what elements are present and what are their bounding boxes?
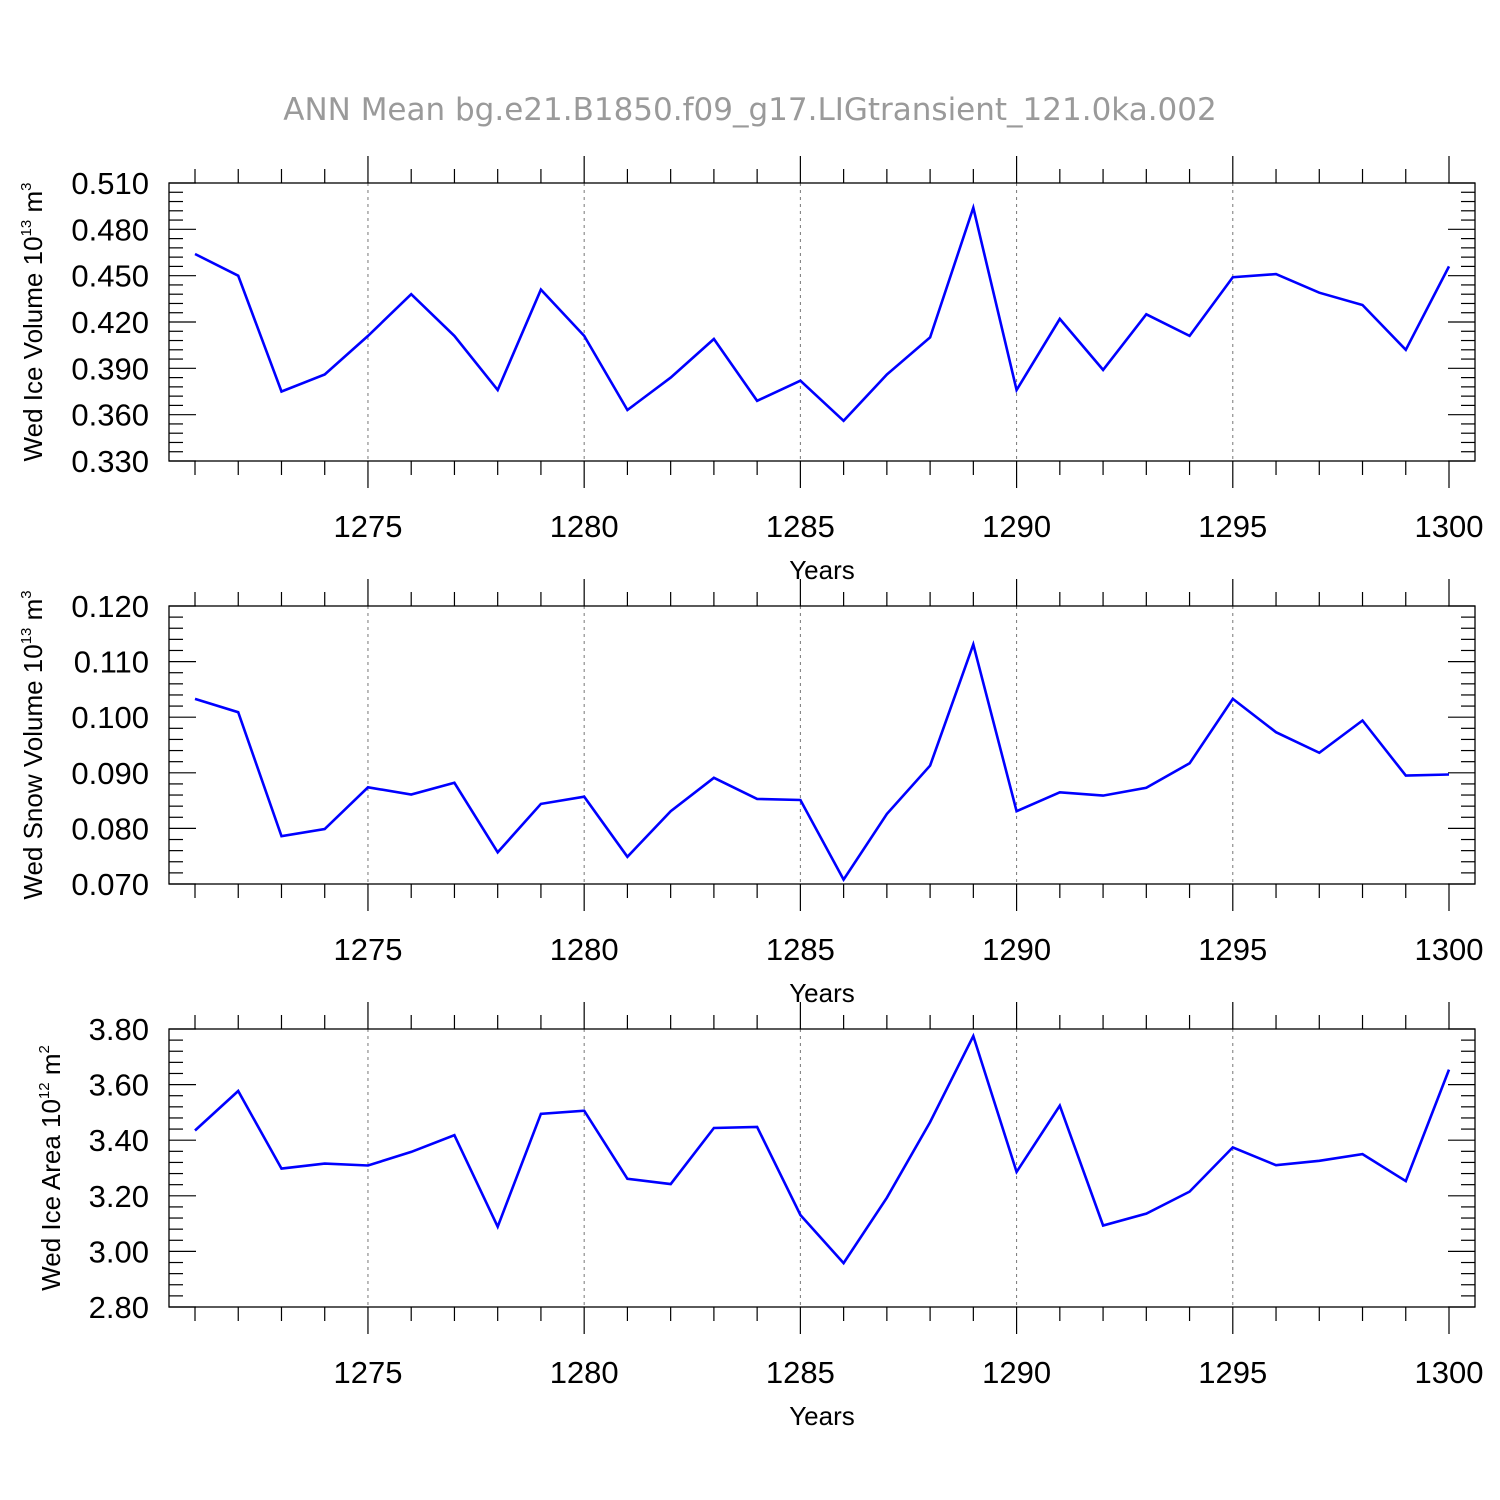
x-tick-label: 1285 (766, 932, 835, 967)
x-tick-label: 1300 (1415, 509, 1484, 544)
series-line-1 (194, 1032, 1451, 1266)
y-axis-label-superscript: 3 (18, 183, 35, 191)
y-tick-label: 3.00 (89, 1234, 149, 1269)
y-axis-label: Wed Ice Volume 1013 m3 (18, 183, 48, 462)
x-tick-label: 1280 (550, 1355, 619, 1390)
y-tick-label: 0.420 (71, 305, 149, 340)
panels: 0.330 0.360 0.390 0.420 0.450 0.480 0.510 1275 1… (18, 156, 1483, 1431)
x-tick-label: 1285 (766, 509, 835, 544)
y-tick-label: 0.450 (71, 259, 149, 294)
x-tick-label: 1275 (333, 932, 402, 967)
x-tick-label: 1285 (766, 1355, 835, 1390)
panel-3: 2.80 3.00 3.20 3.40 3.60 3.80 1275 1280 1285 1290… (36, 1002, 1483, 1431)
x-tick-label: 1295 (1198, 509, 1267, 544)
y-axis-label: Wed Ice Area 1012 m2 (36, 1045, 66, 1291)
plot-frame (168, 182, 1476, 462)
panel-2: 0.070 0.080 0.090 0.100 0.110 0.120 1275 1280 12… (18, 579, 1483, 1008)
plot-frame (168, 1028, 1476, 1308)
y-tick-label: 0.110 (74, 645, 149, 680)
x-axis-label: Years (789, 1401, 855, 1431)
y-tick-label: 0.360 (71, 398, 149, 433)
x-tick-label: 1275 (333, 1355, 402, 1390)
y-tick-label: 0.080 (71, 811, 149, 846)
y-axis-label-text: m (36, 1054, 66, 1083)
y-axis-label: Wed Snow Volume 1013 m3 (18, 590, 48, 899)
y-tick-label: 0.330 (71, 444, 149, 479)
y-tick-label: 0.480 (71, 212, 149, 247)
y-tick-label: 0.390 (71, 351, 149, 386)
x-tick-label: 1295 (1198, 932, 1267, 967)
plot-frame (168, 605, 1476, 885)
x-tick-label: 1300 (1415, 932, 1484, 967)
series-line-1 (194, 639, 1450, 883)
y-tick-label: 0.510 (71, 166, 149, 201)
y-axis-label-superscript: 13 (18, 220, 35, 237)
y-tick-label: 0.100 (71, 700, 149, 735)
y-axis-label-superscript: 2 (36, 1045, 53, 1053)
x-tick-label: 1290 (982, 1355, 1051, 1390)
y-tick-label: 3.60 (89, 1068, 149, 1103)
y-tick-label: 0.120 (71, 589, 149, 624)
y-tick-label: 3.80 (89, 1012, 149, 1047)
x-axis-label: Years (789, 555, 855, 585)
y-tick-label: 0.090 (71, 756, 149, 791)
series-line-1 (194, 202, 1451, 423)
y-tick-label: 3.40 (89, 1123, 149, 1158)
x-axis-label: Years (789, 978, 855, 1008)
x-tick-label: 1280 (550, 509, 619, 544)
y-axis-label-superscript: 13 (18, 628, 35, 645)
x-tick-label: 1300 (1415, 1355, 1484, 1390)
x-tick-label: 1290 (982, 509, 1051, 544)
panel-1: 0.330 0.360 0.390 0.420 0.450 0.480 0.510 1275 1… (18, 156, 1483, 585)
y-axis-label-text: m (18, 191, 48, 220)
y-axis-label-text: Wed Ice Volume 10 (18, 236, 48, 461)
x-tick-label: 1295 (1198, 1355, 1267, 1390)
y-axis-label-superscript: 3 (18, 590, 35, 598)
figure-title: ANN Mean bg.e21.B1850.f09_g17.LIGtransie… (283, 92, 1216, 128)
y-axis-label-superscript: 12 (36, 1082, 53, 1099)
y-axis-label-text: m (18, 599, 48, 628)
y-tick-label: 0.070 (71, 867, 149, 902)
y-tick-label: 2.80 (89, 1290, 149, 1325)
x-tick-label: 1290 (982, 932, 1051, 967)
y-axis-label-text: Wed Ice Area 10 (36, 1099, 66, 1291)
y-tick-label: 3.20 (89, 1179, 149, 1214)
x-tick-label: 1275 (333, 509, 402, 544)
y-axis-label-text: Wed Snow Volume 10 (18, 644, 48, 899)
x-tick-label: 1280 (550, 932, 619, 967)
